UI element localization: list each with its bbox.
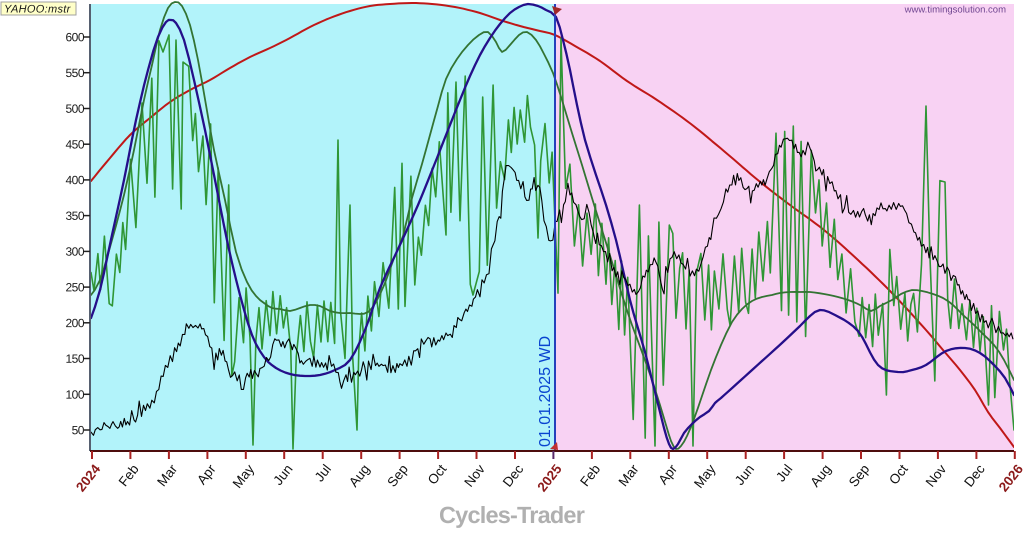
svg-text:550: 550 bbox=[65, 66, 84, 80]
svg-text:450: 450 bbox=[65, 137, 84, 151]
svg-text:www.timingsolution.com: www.timingsolution.com bbox=[904, 4, 1006, 15]
svg-text:250: 250 bbox=[65, 280, 84, 294]
svg-text:50: 50 bbox=[72, 423, 85, 437]
svg-text:Cycles-Trader: Cycles-Trader bbox=[439, 502, 585, 528]
svg-text:300: 300 bbox=[65, 245, 84, 259]
svg-text:400: 400 bbox=[65, 173, 84, 187]
svg-text:200: 200 bbox=[65, 316, 84, 330]
svg-text:150: 150 bbox=[65, 352, 84, 366]
svg-text:YAHOO:mstr: YAHOO:mstr bbox=[4, 4, 72, 16]
svg-text:01.01.2025 WD: 01.01.2025 WD bbox=[537, 336, 554, 447]
svg-text:600: 600 bbox=[65, 30, 84, 44]
svg-text:500: 500 bbox=[65, 102, 84, 116]
svg-text:100: 100 bbox=[65, 388, 84, 402]
svg-text:350: 350 bbox=[65, 209, 84, 223]
